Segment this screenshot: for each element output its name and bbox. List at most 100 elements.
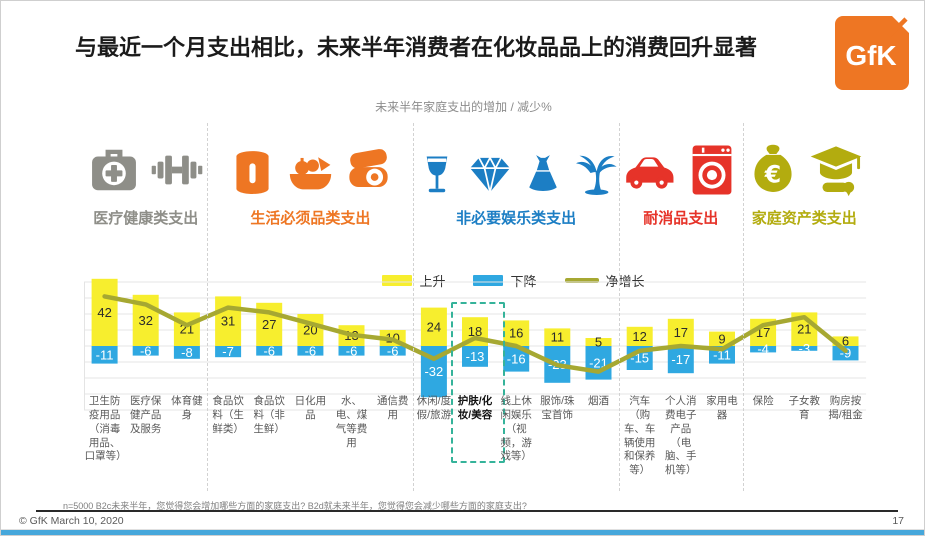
footnote: n=5000 B2c未来半年，您觉得您会增加哪些方面的家庭支出? B2d就未来半…	[63, 501, 527, 511]
up-value-label: 16	[509, 326, 523, 341]
bar-up-13	[626, 326, 653, 346]
bar-up-15	[709, 331, 735, 346]
up-value-label: 24	[427, 319, 441, 334]
palm-tree-icon	[575, 155, 617, 195]
chart-subtitle: 未来半年家庭支出的增加 / 减少%	[375, 100, 552, 114]
dumbbell-icon	[151, 155, 203, 185]
category-group-label: 非必要娱乐类支出	[456, 210, 577, 227]
category-group-label: 家庭资产类支出	[751, 210, 857, 227]
highlight-dashed-box	[451, 302, 505, 463]
bacon-egg-icon	[349, 149, 388, 188]
up-swatch-icon	[382, 275, 413, 286]
svg-text:GfK: GfK	[845, 40, 896, 71]
food-can-icon	[236, 151, 269, 194]
down-value-label: -9	[840, 346, 852, 361]
bar-up-3	[215, 296, 242, 346]
down-value-label: -32	[424, 364, 443, 379]
group-divider	[742, 123, 744, 491]
group-divider	[619, 123, 621, 491]
category-label-17: 子女教育	[788, 395, 821, 421]
category-label-7: 通信费用	[376, 395, 409, 421]
group-divider	[413, 123, 415, 491]
bar-down-2	[173, 346, 200, 359]
category-group-label: 耐消品支出	[643, 210, 719, 227]
bottom-accent-bar	[1, 530, 924, 535]
spending-chart: 42-1132-621-831-727-620-613-610-624-3218…	[84, 278, 867, 411]
category-group-label: 生活必须品类支出	[250, 210, 371, 227]
svg-text:€: €	[764, 161, 781, 189]
bar-up-14	[667, 318, 694, 346]
down-value-label: -13	[466, 349, 485, 364]
up-value-label: 6	[842, 334, 849, 349]
up-value-label: 12	[632, 329, 646, 344]
group-divider	[207, 123, 209, 491]
down-value-label: -6	[346, 343, 358, 358]
down-value-label: -11	[96, 347, 114, 362]
bar-down-6	[338, 346, 365, 356]
category-label-11: 服饰/珠宝首饰	[540, 395, 575, 421]
money-bag-icon: €	[754, 144, 792, 192]
up-value-label: 32	[139, 313, 153, 328]
bar-down-18	[832, 346, 859, 361]
page-number: 17	[892, 515, 904, 527]
category-label-4: 食品饮料（非生鲜）	[253, 395, 285, 435]
bar-down-16	[750, 346, 777, 353]
bar-up-12	[585, 338, 612, 346]
down-value-label: -6	[305, 343, 317, 358]
vegetable-basket-icon	[289, 157, 332, 190]
copyright: © GfK March 10, 2020	[19, 515, 124, 527]
category-label-13: 汽车（购车、车辆使用和保养等）	[623, 395, 656, 477]
category-group-1: 生活必须品类支出	[207, 131, 413, 233]
down-value-label: -6	[387, 343, 399, 358]
category-label-9: 护肤/化妆/美容	[457, 395, 493, 421]
slide-title: 与最近一个月支出相比，未来半年消费者在化妆品品上的消费回升显著	[75, 35, 758, 60]
category-label-15: 家用电器	[706, 395, 738, 421]
category-label-1: 医疗保健产品及服务	[129, 395, 162, 435]
category-label-2: 体育健身	[171, 395, 203, 421]
bar-down-3	[215, 346, 242, 358]
down-value-label: -7	[222, 344, 234, 359]
category-label-14: 个人消费电子产品（电脑、手机等）	[665, 395, 697, 477]
category-group-2: 非必要娱乐类支出	[413, 131, 619, 233]
bar-down-14	[667, 346, 694, 374]
bar-up-0	[91, 278, 118, 346]
down-value-label: -6	[263, 343, 275, 358]
down-value-label: -21	[589, 355, 608, 370]
down-value-label: -3	[799, 341, 811, 356]
down-value-label: -4	[757, 342, 769, 357]
down-swatch-icon	[473, 275, 504, 286]
graduation-cap-icon	[810, 146, 862, 197]
bar-down-5	[297, 346, 324, 356]
bar-down-1	[132, 346, 159, 356]
up-value-label: 31	[221, 314, 235, 329]
category-label-0: 卫生防疫用品（消毒用品、口罩等）	[84, 395, 127, 463]
up-value-label: 42	[97, 305, 111, 320]
category-label-6: 水、电、煤气等费用	[335, 395, 368, 449]
bar-up-18	[832, 336, 859, 346]
up-value-label: 11	[551, 330, 565, 345]
diamond-icon	[469, 155, 510, 193]
up-value-label: 9	[718, 331, 725, 346]
footer-rule	[36, 510, 898, 512]
bar-up-2	[173, 312, 200, 346]
bar-down-9	[462, 346, 488, 367]
category-group-3: 耐消品支出	[619, 131, 742, 233]
category-label-10: 线上休闲娱乐（视频，游戏等）	[500, 395, 532, 463]
bar-down-12	[585, 346, 612, 380]
up-value-label: 5	[595, 335, 602, 350]
first-aid-kit-icon	[92, 149, 137, 191]
dress-icon	[528, 155, 557, 191]
net-growth-line	[102, 294, 848, 374]
category-group-4: € 家庭资产类支出	[743, 131, 866, 233]
washing-machine-icon	[692, 145, 732, 195]
wine-glass-icon	[426, 156, 447, 193]
up-value-label: 21	[797, 322, 811, 337]
down-value-label: -17	[671, 352, 690, 367]
bar-down-17	[791, 346, 818, 351]
up-value-label: 18	[468, 324, 482, 339]
down-value-label: -6	[140, 343, 152, 358]
bar-down-7	[379, 346, 406, 356]
bar-down-4	[256, 346, 283, 356]
category-label-12: 烟酒	[588, 395, 609, 407]
